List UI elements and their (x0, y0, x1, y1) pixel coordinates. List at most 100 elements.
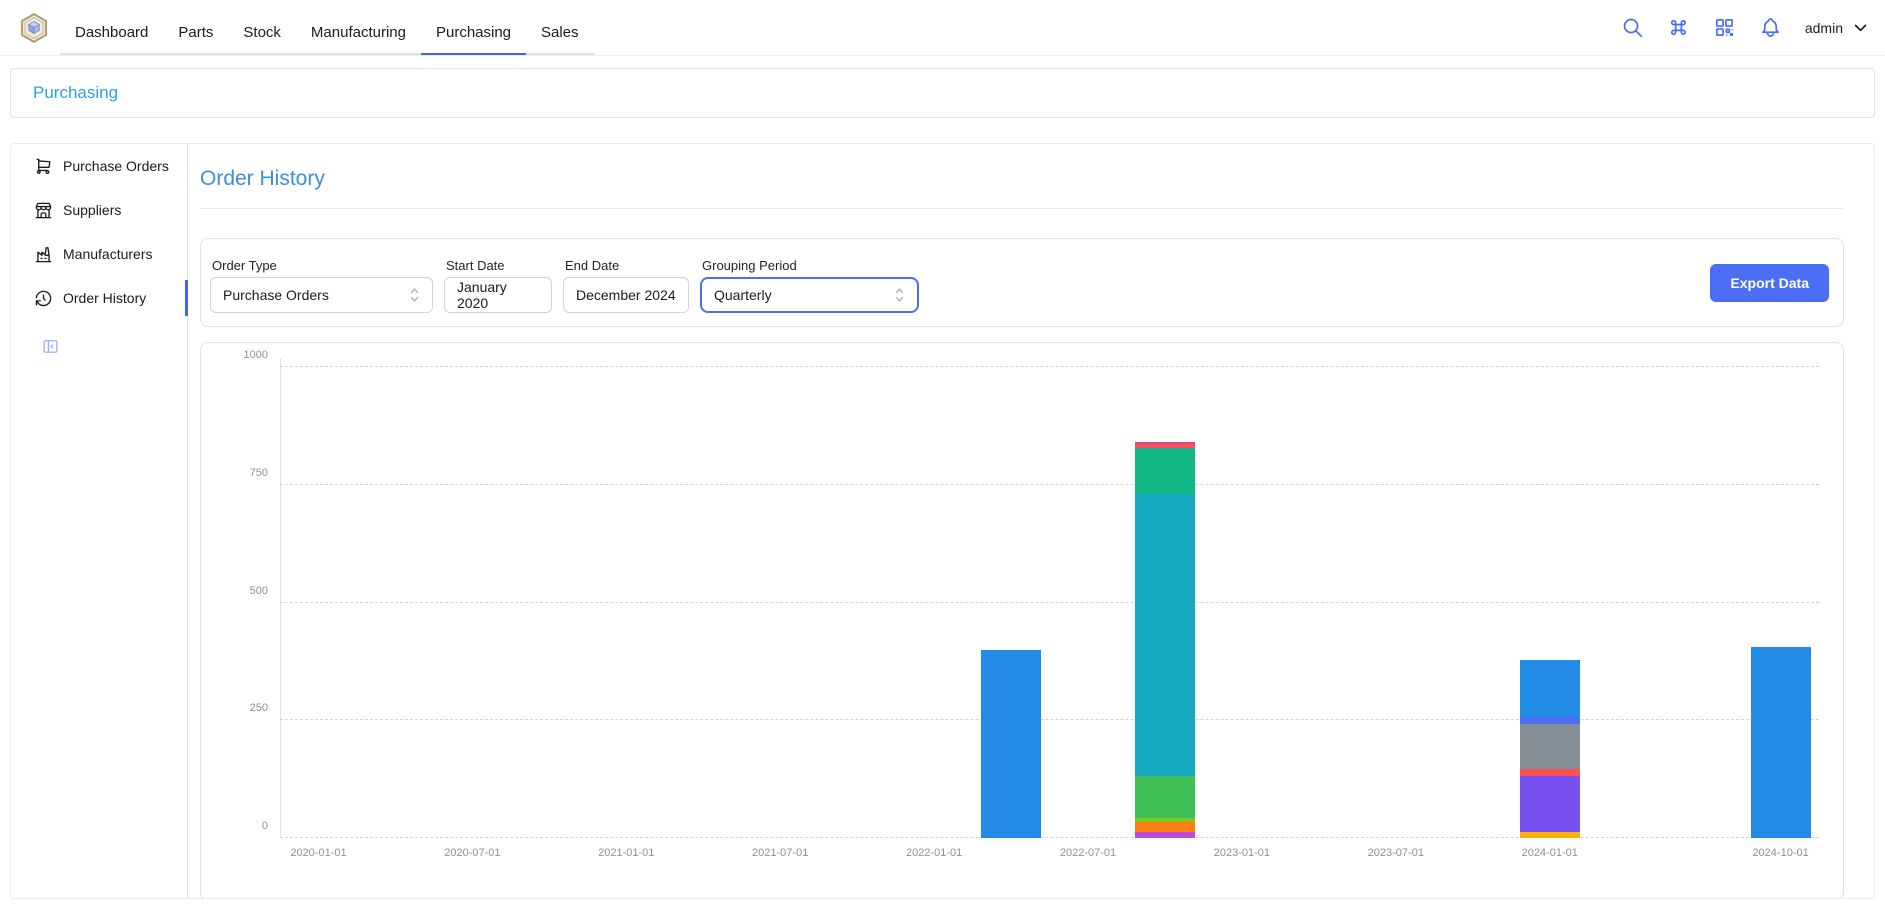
sidebar-item-label: Order History (63, 290, 146, 306)
chart-slot-2023-10-01 (1434, 358, 1511, 838)
y-axis-tick-250: 250 (250, 702, 268, 714)
bell-icon[interactable] (1759, 16, 1782, 39)
chart-slot-2022-04-01 (973, 358, 1050, 838)
order-type-value: Purchase Orders (223, 287, 329, 303)
breadcrumb-purchasing[interactable]: Purchasing (33, 83, 118, 102)
chart-plot: 025050075010002020-01-012020-07-012021-0… (280, 358, 1819, 838)
chart-slot-2020-10-01 (511, 358, 588, 838)
cart-icon (34, 157, 53, 176)
filter-bar: Order Type Purchase Orders Start Date Ja… (200, 238, 1844, 327)
tab-sales[interactable]: Sales (526, 10, 594, 56)
search-icon[interactable] (1621, 16, 1644, 39)
sidebar-item-label: Manufacturers (63, 246, 152, 262)
start-date-field: Start Date January 2020 (444, 258, 552, 313)
chevron-down-icon (1852, 19, 1869, 36)
sidebar-item-purchase-orders[interactable]: Purchase Orders (11, 150, 187, 182)
bar-segment-red (1520, 769, 1580, 776)
bar-2022-10-01[interactable] (1135, 442, 1195, 838)
x-axis-tick-2024-10-01: 2024-10-01 (1752, 847, 1808, 859)
bar-segment-green (1135, 776, 1195, 818)
tab-parts[interactable]: Parts (163, 10, 228, 56)
sidebar-item-manufacturers[interactable]: Manufacturers (11, 238, 187, 270)
sidebar-item-order-history[interactable]: Order History (11, 282, 187, 314)
bar-segment-indigo (1520, 717, 1580, 724)
end-date-value: December 2024 (576, 287, 676, 303)
tab-manufacturing[interactable]: Manufacturing (296, 10, 421, 56)
export-data-button[interactable]: Export Data (1710, 264, 1829, 302)
chart-slot-2023-04-01 (1280, 358, 1357, 838)
chart-slot-2022-01-01: 2022-01-01 (896, 358, 973, 838)
y-axis-tick-0: 0 (262, 820, 268, 832)
page-title: Order History (200, 166, 1844, 192)
tab-dashboard[interactable]: Dashboard (60, 10, 163, 56)
chart-slot-2024-10-01: 2024-10-01 (1742, 358, 1819, 838)
title-divider (200, 208, 1844, 209)
y-axis-tick-500: 500 (250, 585, 268, 597)
nav-tabs: Dashboard Parts Stock Manufacturing Purc… (60, 10, 594, 56)
chart-slot-2022-07-01: 2022-07-01 (1050, 358, 1127, 838)
x-axis-tick-2021-07-01: 2021-07-01 (752, 847, 808, 859)
grouping-period-select[interactable]: Quarterly (700, 277, 919, 313)
order-history-chart: 0 250 500 750 1000 2020-01-01 2020-07-01 2021-0… (200, 342, 1844, 899)
start-date-input[interactable]: January 2020 (444, 277, 552, 313)
qr-scan-icon[interactable] (1713, 16, 1736, 39)
end-date-field: End Date December 2024 (563, 258, 689, 313)
start-date-label: Start Date (444, 258, 552, 273)
command-icon[interactable] (1667, 16, 1690, 39)
app-logo-icon[interactable] (18, 12, 50, 44)
order-type-label: Order Type (210, 258, 433, 273)
main-panel: Purchase Orders Suppliers Manufacturers … (10, 143, 1875, 899)
y-axis-tick-1000: 1000 (244, 349, 268, 361)
x-axis-tick-2020-07-01: 2020-07-01 (444, 847, 500, 859)
x-axis-tick-2022-01-01: 2022-01-01 (906, 847, 962, 859)
tab-stock[interactable]: Stock (228, 10, 296, 56)
nav-actions: admin (1621, 16, 1869, 39)
x-axis-tick-2023-01-01: 2023-01-01 (1214, 847, 1270, 859)
end-date-label: End Date (563, 258, 689, 273)
x-axis-tick-2023-07-01: 2023-07-01 (1368, 847, 1424, 859)
bar-segment-violet (1520, 776, 1580, 832)
x-axis-tick-2021-01-01: 2021-01-01 (598, 847, 654, 859)
x-axis-tick-2020-01-01: 2020-01-01 (290, 847, 346, 859)
bar-segment-gray (1520, 724, 1580, 769)
order-type-field: Order Type Purchase Orders (210, 258, 433, 313)
bar-segment-blue (981, 650, 1041, 838)
chart-slot-2021-01-01: 2021-01-01 (588, 358, 665, 838)
user-menu[interactable]: admin (1805, 19, 1869, 36)
x-axis-tick-2022-07-01: 2022-07-01 (1060, 847, 1116, 859)
chart-slot-2020-07-01: 2020-07-01 (434, 358, 511, 838)
bar-segment-yellow (1520, 832, 1580, 838)
bar-2022-04-01[interactable] (981, 650, 1041, 838)
history-icon (34, 289, 53, 308)
y-axis-tick-750: 750 (250, 467, 268, 479)
x-axis-tick-2024-01-01: 2024-01-01 (1522, 847, 1578, 859)
chart-slot-2020-01-01: 2020-01-01 (280, 358, 357, 838)
start-date-value: January 2020 (457, 279, 539, 311)
select-chevrons-icon (894, 285, 905, 305)
chart-slot-2024-04-01 (1588, 358, 1665, 838)
export-wrap: Export Data (1710, 264, 1829, 302)
end-date-input[interactable]: December 2024 (563, 277, 689, 313)
chart-slot-2024-01-01: 2024-01-01 (1511, 358, 1588, 838)
chart-slot-2020-04-01 (357, 358, 434, 838)
chart-slot-2022-10-01 (1126, 358, 1203, 838)
grouping-period-field: Grouping Period Quarterly (700, 258, 919, 313)
chart-slot-2023-07-01: 2023-07-01 (1357, 358, 1434, 838)
chart-slot-2021-07-01: 2021-07-01 (742, 358, 819, 838)
sidebar-item-label: Purchase Orders (63, 158, 169, 174)
grouping-period-label: Grouping Period (700, 258, 919, 273)
tab-purchasing[interactable]: Purchasing (421, 10, 526, 56)
breadcrumb-bar: Purchasing (10, 68, 1875, 118)
select-chevrons-icon (409, 285, 420, 305)
sidebar-item-label: Suppliers (63, 202, 121, 218)
order-type-select[interactable]: Purchase Orders (210, 277, 433, 313)
bar-2024-10-01[interactable] (1751, 647, 1811, 838)
sidebar-item-suppliers[interactable]: Suppliers (11, 194, 187, 226)
chart-slot-2024-07-01 (1665, 358, 1742, 838)
sidebar: Purchase Orders Suppliers Manufacturers … (11, 144, 188, 898)
chart-slot-2021-04-01 (665, 358, 742, 838)
bar-2024-01-01[interactable] (1520, 660, 1580, 838)
chart-slots: 2020-01-01 2020-07-01 2021-01-01 2021-07-01… (280, 358, 1819, 838)
sidebar-collapse-icon[interactable] (42, 338, 59, 355)
bar-segment-orange (1135, 822, 1195, 832)
